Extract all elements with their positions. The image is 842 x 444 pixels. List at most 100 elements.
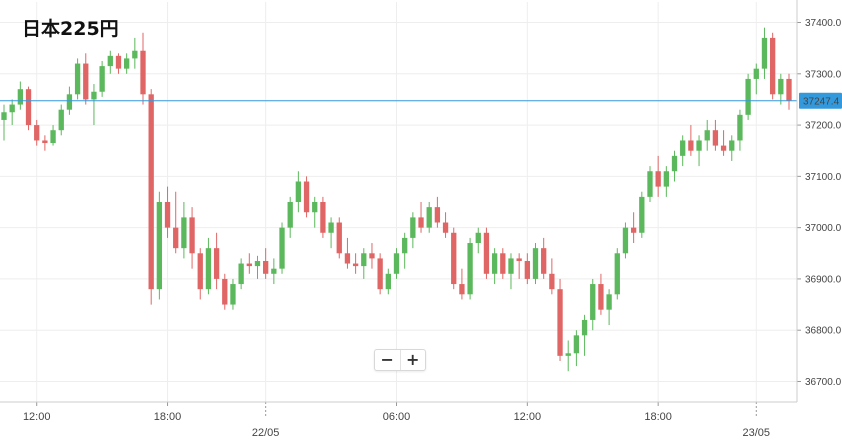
candle [74, 58, 81, 100]
candle-body [532, 248, 539, 279]
candle [418, 202, 424, 233]
candle-body [34, 125, 40, 141]
chart-title: 日本225円 [22, 18, 119, 40]
candle [312, 196, 318, 228]
candle [581, 314, 588, 356]
candle [287, 196, 293, 238]
candle-body [83, 63, 89, 100]
candle [393, 248, 400, 279]
candle-body [704, 130, 710, 141]
candles [1, 27, 792, 372]
candle-body [328, 222, 334, 233]
x-axis: 12:00 18:00 22/05 06:00 12:00 18:00 23/05 [0, 401, 797, 439]
candle-body [295, 181, 302, 202]
candle-body [483, 232, 490, 274]
candle-body [263, 260, 269, 274]
candle-body [729, 140, 735, 151]
candle [639, 191, 645, 238]
candle [189, 207, 195, 269]
candle-body [140, 50, 146, 95]
candle [475, 227, 481, 254]
candle-body [377, 258, 383, 290]
candle-body [50, 130, 56, 144]
candle [238, 258, 244, 290]
x-tick-label: 06:00 [383, 411, 411, 423]
candle-body [418, 217, 424, 228]
current-price-badge [799, 92, 842, 109]
candle-body [639, 196, 645, 233]
candle-body [769, 37, 776, 95]
candle [336, 217, 342, 259]
candle-body [222, 278, 228, 305]
y-tick-label: 37300.0 [805, 69, 842, 80]
candle-body [164, 202, 171, 228]
candle [647, 166, 653, 202]
candle-body [25, 89, 32, 126]
candle [622, 222, 629, 259]
candle [197, 248, 203, 300]
candle-body [434, 207, 441, 223]
candle [279, 222, 285, 274]
candle [385, 268, 391, 295]
candle-body [344, 253, 351, 264]
candle [712, 119, 719, 151]
candle [704, 119, 710, 151]
candle-body [303, 181, 310, 213]
candle [303, 176, 310, 218]
y-tick-label: 37200.0 [805, 121, 842, 132]
candle [516, 253, 522, 279]
candle [164, 186, 171, 238]
candle-body [549, 273, 555, 290]
candle-body [74, 63, 81, 95]
plus-icon: + [406, 350, 420, 369]
candle-body [1, 112, 7, 120]
candle-body [622, 227, 629, 254]
candle [173, 191, 179, 254]
candle [263, 248, 269, 279]
candle-body [173, 227, 179, 249]
candle [606, 289, 612, 326]
minus-icon: − [380, 350, 394, 369]
candle-body [230, 284, 236, 305]
y-tick-label: 37000.0 [805, 223, 842, 234]
candle-body [459, 284, 465, 295]
candle-body [565, 353, 571, 356]
candle-body [107, 55, 113, 67]
candle-body [181, 217, 187, 249]
candle [541, 237, 547, 279]
zoom-out-button[interactable]: − [375, 350, 400, 370]
x-tick-label: 22/05 [252, 427, 280, 439]
candle [320, 196, 326, 238]
candle [246, 253, 252, 274]
candle-body [148, 94, 154, 290]
zoom-in-button[interactable]: + [399, 350, 426, 370]
candle [753, 63, 759, 95]
y-tick-label: 36800.0 [805, 326, 842, 337]
candle-body [541, 248, 547, 274]
candle-body [320, 202, 326, 233]
candle-body [123, 58, 130, 69]
candle [761, 27, 768, 79]
candle-body [761, 37, 768, 69]
candle-body [213, 248, 220, 279]
candle [271, 258, 277, 285]
candle-body [312, 202, 318, 213]
candle [25, 86, 32, 131]
y-tick-label: 37400.0 [805, 18, 842, 29]
candle [769, 32, 776, 100]
candle [729, 135, 735, 161]
candle-body [385, 273, 391, 290]
x-tick-label: 23/05 [743, 427, 771, 439]
candle [107, 50, 113, 74]
candle [17, 81, 24, 110]
candle-body [271, 268, 277, 274]
candle-body [573, 335, 580, 354]
candle-body [287, 202, 293, 228]
candle-body [500, 253, 506, 274]
candle-body [91, 91, 97, 100]
candle [361, 248, 367, 279]
candle-body [745, 78, 751, 115]
current-price-label: 37247.4 [803, 96, 840, 107]
candle [786, 73, 792, 110]
candle [532, 243, 539, 285]
